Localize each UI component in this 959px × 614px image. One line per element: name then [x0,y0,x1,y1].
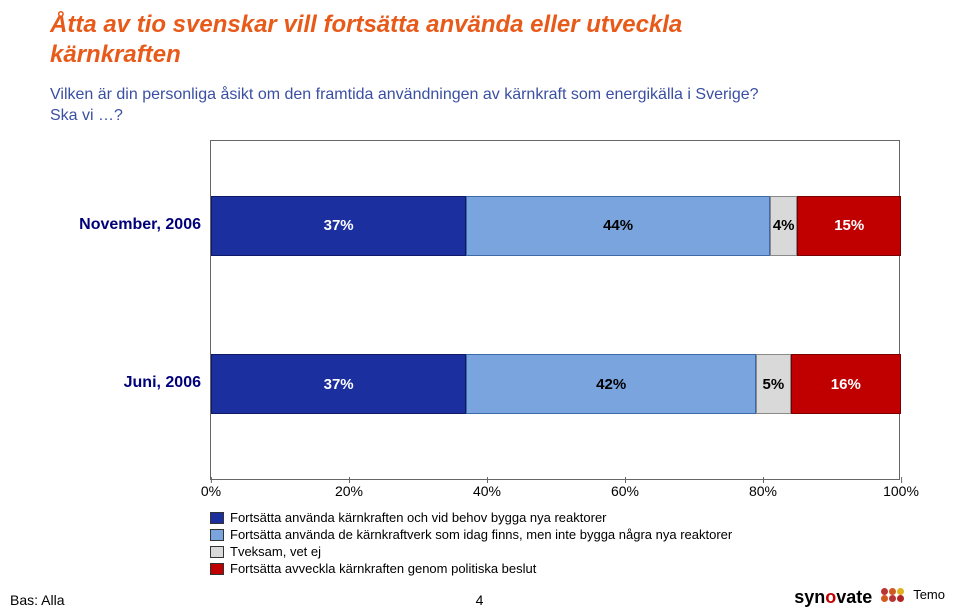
synovate-logo: synovate [794,587,872,607]
legend-swatch [210,546,224,558]
legend-swatch [210,563,224,575]
bar-segment: 5% [756,354,791,414]
bar-segment: 37% [211,354,466,414]
row-label: November, 2006 [46,216,201,234]
bar-row: 37%44%4%15% [211,196,901,256]
dot-icon [889,595,896,602]
brand-small: Temo [913,587,945,602]
legend-swatch [210,512,224,524]
page-title: Åtta av tio svenskar vill fortsätta anvä… [50,10,750,70]
legend-item: Fortsätta använda de kärnkraftverk som i… [210,527,850,542]
page-number: 4 [476,592,484,608]
bar-segment: 44% [466,196,770,256]
x-tick: 60% [611,483,639,499]
subtitle-line-2: Ska vi …? [50,106,850,127]
legend-item: Fortsätta avveckla kärnkraften genom pol… [210,561,850,576]
dot-icon [889,588,896,595]
logo-part: o [825,587,836,607]
legend-label: Fortsätta använda kärnkraften och vid be… [230,510,607,525]
bar-segment: 4% [770,196,798,256]
legend-item: Tveksam, vet ej [210,544,850,559]
x-tick: 80% [749,483,777,499]
legend: Fortsätta använda kärnkraften och vid be… [210,510,850,578]
dots-row [881,595,905,602]
temo-dots-icon [881,588,905,602]
logo-part: vate [836,587,872,607]
page: Åtta av tio svenskar vill fortsätta anvä… [0,0,959,614]
dot-icon [881,588,888,595]
dot-icon [897,595,904,602]
x-tick: 40% [473,483,501,499]
x-axis: 0%20%40%60%80%100% [211,483,901,503]
subtitle: Vilken är din personliga åsikt om den fr… [50,85,850,127]
title-line-2: kärnkraften [50,40,750,70]
legend-item: Fortsätta använda kärnkraften och vid be… [210,510,850,525]
chart-area: 0%20%40%60%80%100% 37%44%4%15%November, … [50,140,900,510]
dot-icon [897,588,904,595]
bar-segment: 42% [466,354,756,414]
plot-box: 0%20%40%60%80%100% 37%44%4%15%November, … [210,140,900,480]
legend-swatch [210,529,224,541]
brand-logo: synovate Temo [794,587,945,608]
row-label: Juni, 2006 [46,374,201,392]
legend-label: Tveksam, vet ej [230,544,321,559]
x-tick: 20% [335,483,363,499]
legend-label: Fortsätta använda de kärnkraftverk som i… [230,527,732,542]
logo-part: syn [794,587,825,607]
bar-segment: 15% [797,196,901,256]
bar-segment: 37% [211,196,466,256]
footer-base-text: Bas: Alla [10,592,64,608]
x-tick: 100% [883,483,919,499]
bar-segment: 16% [791,354,901,414]
dots-row [881,588,905,595]
dot-icon [881,595,888,602]
x-tick: 0% [201,483,221,499]
bar-row: 37%42%5%16% [211,354,901,414]
subtitle-line-1: Vilken är din personliga åsikt om den fr… [50,85,850,106]
title-line-1: Åtta av tio svenskar vill fortsätta anvä… [50,10,750,40]
legend-label: Fortsätta avveckla kärnkraften genom pol… [230,561,536,576]
